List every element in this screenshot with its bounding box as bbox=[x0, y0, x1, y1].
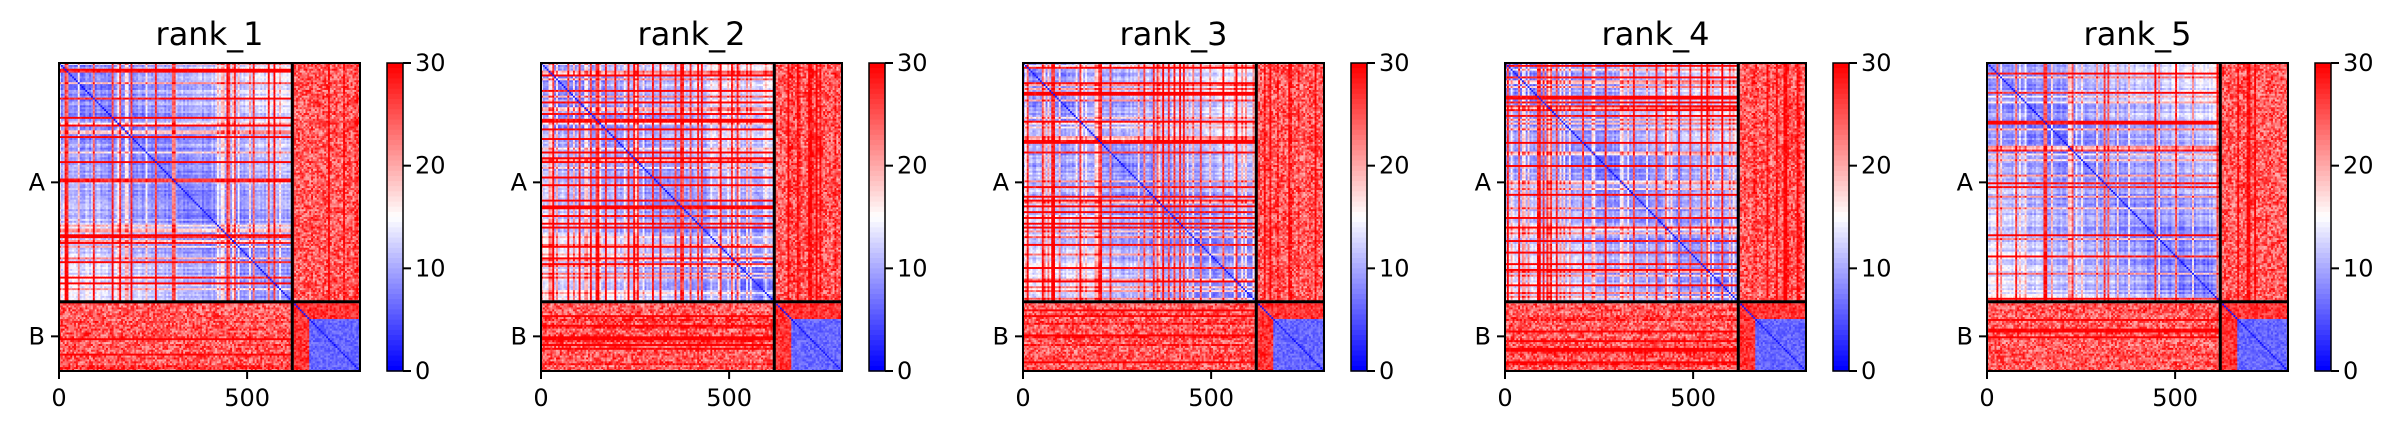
heatmap-image bbox=[59, 63, 361, 372]
